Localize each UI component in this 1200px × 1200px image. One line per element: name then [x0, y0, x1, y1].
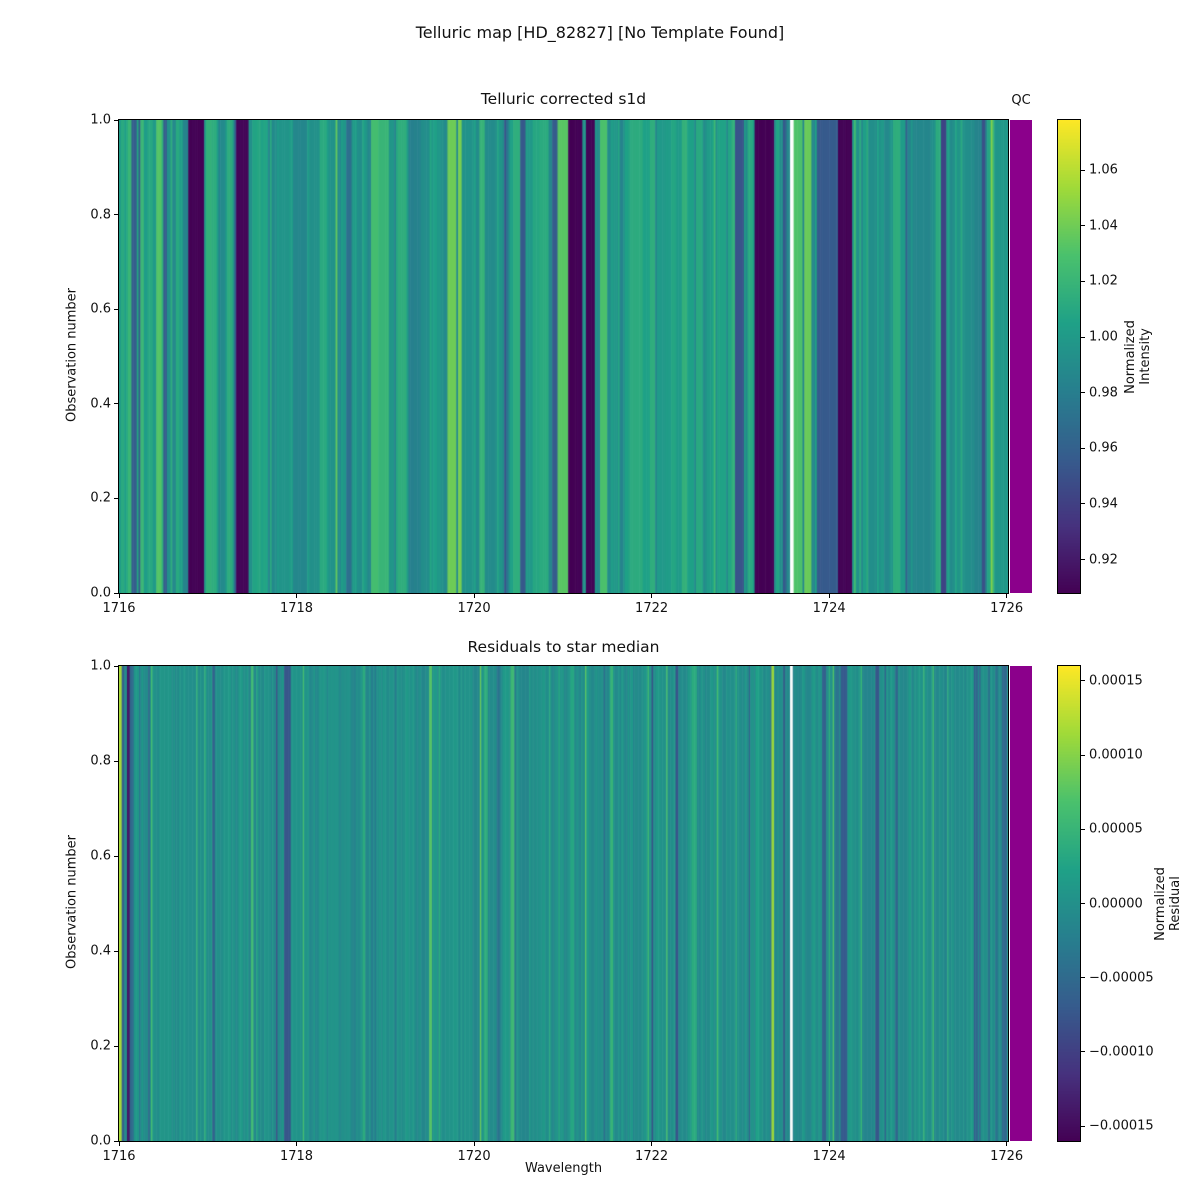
qc-strip-label: QC	[1011, 93, 1031, 108]
heatmap-axes	[118, 665, 1009, 1142]
colorbar-axis-label: Normalized Intensity	[1123, 320, 1153, 394]
panel-title: Residuals to star median	[467, 638, 660, 656]
y-tick-label: 0.4	[90, 396, 111, 412]
colorbar-tick-label: 0.00010	[1089, 747, 1143, 763]
colorbar-tick-mark	[1081, 1125, 1085, 1127]
y-tick-label: 0.6	[90, 301, 111, 317]
y-tick-mark	[114, 1045, 118, 1047]
y-tick-mark	[114, 760, 118, 762]
colorbar-gradient	[1058, 666, 1080, 1141]
colorbar-tick-label: 0.92	[1089, 552, 1118, 568]
x-tick-mark	[651, 1142, 653, 1146]
colorbar-tick-mark	[1081, 977, 1085, 979]
x-tick-mark	[828, 594, 830, 598]
heatmap-axes	[118, 119, 1009, 594]
qc-strip	[1010, 120, 1032, 593]
y-tick-mark	[114, 308, 118, 310]
x-axis-label: Wavelength	[524, 1161, 603, 1176]
heatmap-residuals	[119, 666, 1008, 1141]
y-tick-mark	[114, 1140, 118, 1142]
x-tick-mark	[296, 594, 298, 598]
colorbar-gradient	[1058, 120, 1080, 593]
colorbar-tick-mark	[1081, 280, 1085, 282]
x-tick-label: 1722	[635, 1149, 669, 1164]
x-tick-label: 1716	[102, 601, 136, 616]
y-tick-label: 0.4	[90, 943, 111, 959]
y-tick-mark	[114, 592, 118, 594]
colorbar-tick-mark	[1081, 336, 1085, 338]
y-tick-mark	[114, 119, 118, 121]
x-tick-label: 1726	[990, 601, 1024, 616]
x-tick-mark	[118, 1142, 120, 1146]
colorbar-tick-mark	[1081, 754, 1085, 756]
colorbar-tick-mark	[1081, 225, 1085, 227]
colorbar-residual	[1057, 665, 1081, 1142]
x-tick-mark	[118, 594, 120, 598]
y-tick-label: 1.0	[90, 112, 111, 128]
colorbar-tick-label: 0.94	[1089, 496, 1118, 512]
colorbar-label-line1: Normalized	[1123, 319, 1138, 394]
x-tick-label: 1724	[812, 1149, 846, 1164]
colorbar-label-line2: Intensity	[1138, 328, 1153, 385]
x-tick-label: 1722	[635, 601, 669, 616]
y-tick-label: 0.6	[90, 848, 111, 864]
y-tick-mark	[114, 497, 118, 499]
colorbar-label-line2: Residual	[1168, 876, 1183, 931]
colorbar-tick-mark	[1081, 680, 1085, 682]
x-tick-mark	[651, 594, 653, 598]
x-tick-label: 1720	[457, 601, 491, 616]
panel-title: Telluric corrected s1d	[480, 90, 647, 108]
colorbar-tick-label: 0.98	[1089, 385, 1118, 401]
x-tick-mark	[296, 1142, 298, 1146]
heatmap-telluric-corrected	[119, 120, 1008, 593]
y-tick-label: 0.0	[90, 1133, 111, 1149]
y-tick-label: 0.0	[90, 585, 111, 601]
x-tick-label: 1720	[457, 1149, 491, 1164]
colorbar-tick-label: −0.00010	[1089, 1044, 1154, 1060]
x-tick-label: 1726	[990, 1149, 1024, 1164]
x-tick-mark	[473, 1142, 475, 1146]
x-tick-label: 1718	[279, 1149, 314, 1164]
colorbar-tick-label: 0.00000	[1089, 896, 1143, 911]
y-tick-mark	[114, 855, 118, 857]
colorbar-label-line1: Normalized	[1153, 866, 1168, 941]
y-tick-mark	[114, 950, 118, 952]
x-tick-mark	[828, 1142, 830, 1146]
y-tick-mark	[114, 665, 118, 667]
x-tick-label: 1724	[812, 601, 846, 616]
y-tick-label: 0.2	[90, 1038, 111, 1054]
colorbar-tick-label: 1.00	[1089, 329, 1118, 345]
colorbar-tick-mark	[1081, 903, 1085, 904]
colorbar-tick-label: −0.00015	[1089, 1118, 1154, 1134]
colorbar-tick-label: −0.00005	[1089, 970, 1154, 986]
y-tick-label: 0.8	[90, 753, 111, 769]
colorbar-tick-label: 0.00015	[1089, 673, 1143, 689]
x-tick-mark	[1006, 594, 1008, 598]
figure-title: Telluric map [HD_82827] [No Template Fou…	[415, 23, 785, 42]
y-tick-label: 0.2	[90, 490, 111, 506]
y-tick-label: 1.0	[90, 658, 111, 674]
colorbar-tick-mark	[1081, 447, 1085, 449]
colorbar-axis-label: Normalized Residual	[1153, 867, 1183, 941]
colorbar-tick-mark	[1081, 1051, 1085, 1053]
colorbar-tick-label: 0.00005	[1089, 821, 1143, 837]
x-tick-mark	[473, 594, 475, 598]
qc-strip	[1010, 666, 1032, 1141]
colorbar-tick-mark	[1081, 392, 1085, 394]
colorbar-tick-mark	[1081, 169, 1085, 171]
colorbar-tick-mark	[1081, 559, 1085, 561]
x-tick-mark	[1006, 1142, 1008, 1146]
colorbar-tick-mark	[1081, 503, 1085, 505]
colorbar-tick-label: 1.04	[1089, 218, 1118, 234]
colorbar-tick-label: 1.02	[1089, 273, 1118, 289]
colorbar-tick-label: 0.96	[1089, 440, 1118, 456]
y-tick-label: 0.8	[90, 207, 111, 223]
colorbar-tick-label: 1.06	[1089, 162, 1118, 178]
x-tick-label: 1718	[279, 601, 314, 616]
y-tick-mark	[114, 403, 118, 405]
x-tick-label: 1716	[102, 1149, 136, 1164]
colorbar-intensity	[1057, 119, 1081, 594]
colorbar-tick-mark	[1081, 828, 1085, 830]
y-tick-mark	[114, 214, 118, 216]
